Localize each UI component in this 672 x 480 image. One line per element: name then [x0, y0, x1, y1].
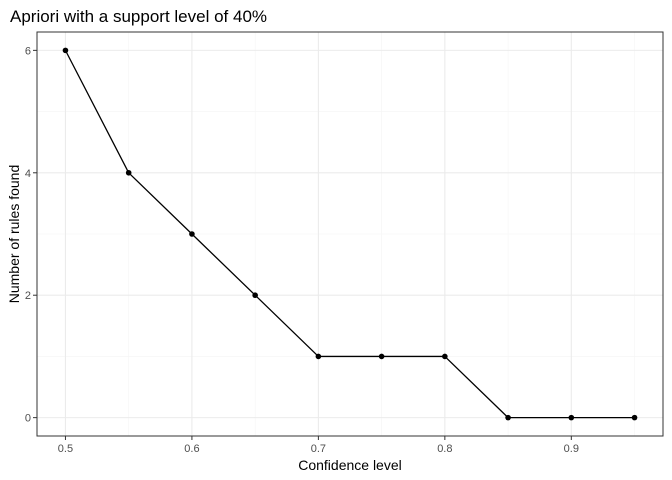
data-point [62, 47, 69, 54]
y-tick-label: 4 [25, 168, 31, 180]
x-tick-label: 0.8 [437, 443, 452, 455]
y-tick-label: 2 [25, 290, 31, 302]
grid [37, 32, 663, 436]
x-tick-label: 0.5 [58, 443, 73, 455]
y-tick-label: 6 [25, 45, 31, 57]
panel-border [36, 31, 664, 437]
x-tick-label: 0.7 [311, 443, 326, 455]
axis-ticks: 0.5 0.6 0.7 0.8 0.9 0 2 4 6 [25, 45, 579, 455]
chart-title: Apriori with a support level of 40% [10, 7, 267, 26]
data-line [64, 50, 635, 419]
data-point [378, 353, 385, 360]
y-axis-title: Number of rules found [6, 165, 22, 304]
data-point [315, 353, 322, 360]
x-tick-label: 0.9 [564, 443, 579, 455]
data-point [252, 292, 258, 299]
data-point [442, 353, 448, 360]
y-tick-label: 0 [25, 413, 31, 425]
x-axis-title: Confidence level [298, 457, 402, 473]
data-point [631, 414, 638, 421]
data-point [505, 414, 511, 421]
x-tick-label: 0.6 [184, 443, 199, 455]
data-point [189, 231, 195, 237]
data-point [125, 169, 132, 176]
data-point [568, 414, 575, 421]
series-line [62, 47, 638, 421]
